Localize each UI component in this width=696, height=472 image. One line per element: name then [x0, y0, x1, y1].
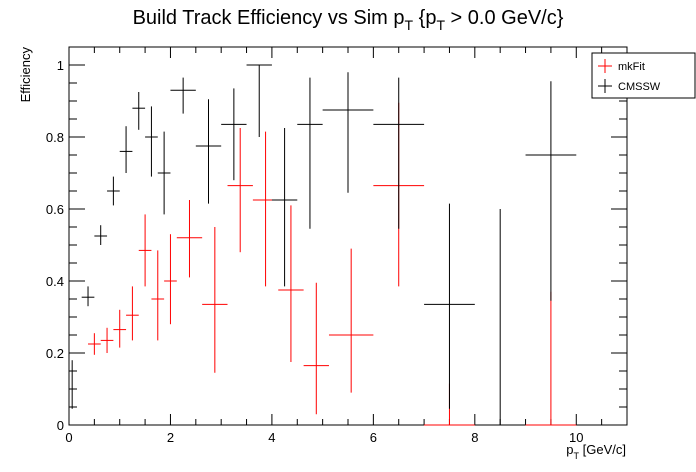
x-axis-label-main: p	[566, 442, 573, 457]
data-point	[525, 81, 577, 301]
x-tick-label: 4	[268, 430, 275, 445]
data-point	[227, 128, 253, 253]
chart-title-tail: > 0.0 GeV/c}	[445, 7, 564, 29]
y-tick-label: 1	[57, 58, 64, 73]
legend-items: mkFit CMSSW	[598, 59, 661, 93]
legend-entry-mkfit: mkFit	[598, 59, 645, 73]
legend-entry-cmssw: CMSSW	[598, 79, 661, 93]
data-point	[113, 309, 127, 348]
x-tick-label: 10	[569, 430, 583, 445]
series-mkfit	[88, 102, 577, 426]
series-cmssw	[69, 64, 577, 426]
data-point	[119, 126, 133, 173]
legend-label: CMSSW	[618, 81, 661, 93]
series-layer	[69, 64, 577, 426]
data-point	[202, 227, 228, 373]
y-axis-label: Efficiency	[18, 47, 33, 103]
data-point	[107, 176, 120, 206]
data-point	[195, 99, 222, 204]
data-point	[474, 209, 526, 426]
y-tick-label: 0	[57, 418, 64, 433]
data-point	[297, 77, 323, 229]
y-tick-label: 0.6	[46, 202, 64, 217]
x-axis-label-tail: [GeV/c]	[579, 442, 626, 457]
data-point	[176, 200, 203, 278]
data-point	[132, 92, 146, 130]
data-point	[145, 106, 158, 177]
data-point	[303, 282, 329, 415]
data-point	[164, 234, 177, 325]
data-point	[271, 128, 298, 287]
chart-title-main: Build Track Efficiency vs Sim p	[133, 7, 405, 29]
data-point	[126, 286, 139, 341]
x-axis-label: pT [GeV/c]	[566, 442, 626, 461]
x-tick-label: 0	[65, 430, 72, 445]
data-point	[525, 291, 577, 426]
data-point	[81, 286, 95, 307]
data-point	[88, 333, 101, 355]
data-point	[328, 248, 374, 393]
y-tick-label: 0.4	[46, 274, 64, 289]
data-point	[69, 360, 76, 409]
data-point	[94, 225, 108, 245]
legend-label: mkFit	[618, 61, 645, 73]
data-point	[252, 131, 279, 287]
chart-title-sub1: T	[405, 17, 414, 33]
data-point	[138, 214, 152, 287]
legend-box	[591, 52, 696, 99]
data-point	[424, 203, 475, 409]
data-point	[157, 131, 171, 215]
x-tick-label: 2	[167, 430, 174, 445]
chart-title-mid: {p	[413, 7, 436, 29]
data-point	[100, 327, 114, 353]
chart-title: Build Track Efficiency vs Sim pT {pT > 0…	[133, 7, 564, 33]
x-tick-label: 6	[370, 430, 377, 445]
x-tick-label: 8	[471, 430, 478, 445]
y-tick-label: 0.8	[46, 130, 64, 145]
legend: mkFit CMSSW	[591, 52, 696, 99]
data-point	[322, 72, 374, 193]
y-tick-label: 0.2	[46, 346, 64, 361]
axis-ticks: 0 2 4 6 8 10 0 0.2 0.4 0.6 0.8 1	[46, 47, 628, 445]
data-point	[246, 64, 272, 137]
data-point	[373, 77, 425, 229]
chart-title-sub2: T	[436, 17, 445, 33]
data-point	[151, 250, 165, 341]
x-axis-label-sub: T	[574, 451, 580, 461]
data-point	[170, 77, 196, 114]
data-point	[221, 88, 247, 181]
data-point	[278, 205, 304, 362]
